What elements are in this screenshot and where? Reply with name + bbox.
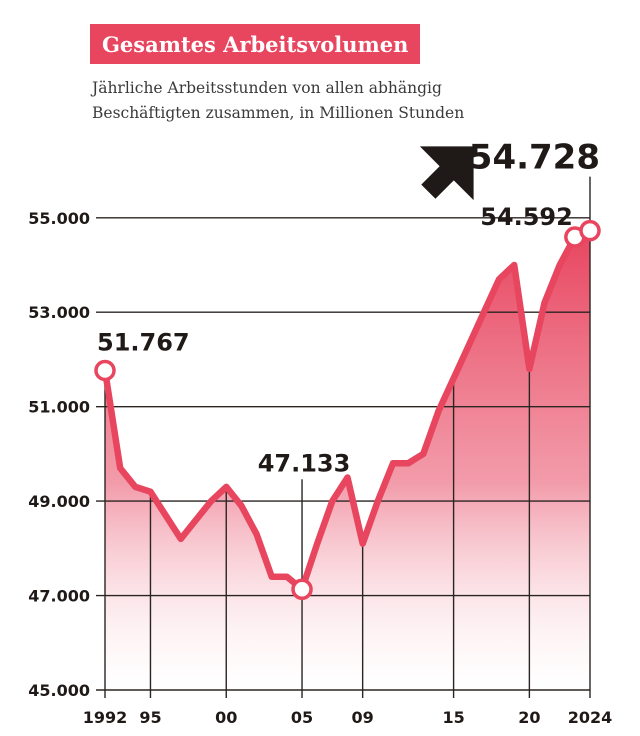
- subtitle-line-1: Jährliche Arbeitsstunden von allen abhän…: [92, 79, 442, 97]
- y-tick-label: 55.000: [28, 209, 90, 228]
- x-tick-label: 15: [442, 708, 464, 727]
- chart-title: Gesamtes Arbeitsvolumen: [102, 31, 409, 57]
- series-line: [101, 227, 594, 593]
- annotation-marker: [291, 578, 313, 601]
- y-tick-label: 49.000: [28, 492, 90, 511]
- x-tick-label: 95: [139, 708, 161, 727]
- x-tick-label: 2024: [568, 708, 613, 727]
- y-tick-label: 53.000: [28, 303, 90, 322]
- y-tick-label: 47.000: [28, 587, 90, 606]
- annotation-label: 51.767: [97, 328, 190, 356]
- trend-up-arrow-icon: [419, 146, 474, 201]
- y-tick-label: 51.000: [28, 398, 90, 417]
- chart-subtitle: Jährliche Arbeitsstunden von allen abhän…: [92, 76, 532, 126]
- annotation-label: 54.592: [480, 203, 573, 231]
- x-tick-label: 09: [352, 708, 374, 727]
- x-tick-label: 05: [291, 708, 313, 727]
- x-tick-label: 20: [518, 708, 540, 727]
- annotation-marker: [579, 219, 601, 242]
- subtitle-line-2: Beschäftigten zusammen, in Millionen Stu…: [92, 104, 465, 122]
- y-tick-label: 45.000: [28, 681, 90, 700]
- title-box: Gesamtes Arbeitsvolumen: [90, 24, 421, 64]
- annotation-label: 54.728: [469, 138, 600, 178]
- x-tick-label: 00: [215, 708, 237, 727]
- x-tick-label: 1992: [83, 708, 128, 727]
- annotation-marker: [94, 359, 116, 382]
- annotation-label: 47.133: [258, 449, 351, 477]
